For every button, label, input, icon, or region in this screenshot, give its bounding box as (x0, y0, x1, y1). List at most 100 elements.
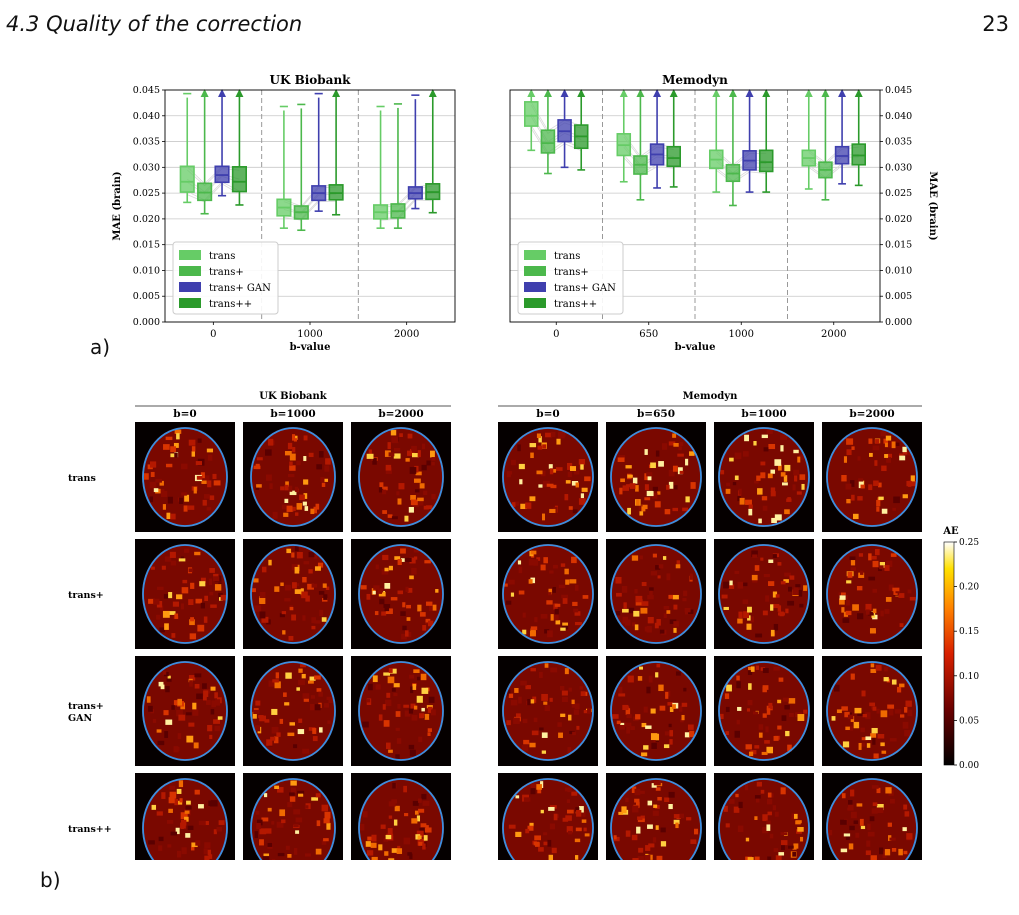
error-pixel (637, 676, 643, 681)
error-pixel (159, 480, 164, 486)
error-pixel (843, 456, 848, 463)
error-pixel (687, 724, 694, 730)
error-pixel (763, 573, 770, 578)
outlier-arrow (653, 89, 662, 97)
error-pixel (166, 678, 172, 682)
error-pixel (786, 498, 792, 502)
error-pixel (750, 616, 755, 623)
y-tick-label: 0.015 (133, 240, 160, 251)
error-pixel (778, 677, 784, 682)
error-pixel (213, 829, 217, 835)
error-pixel (214, 699, 221, 706)
error-pixel (411, 818, 418, 824)
error-pixel (664, 797, 670, 802)
error-pixel (877, 734, 885, 739)
error-pixel (874, 549, 880, 556)
error-pixel (192, 709, 199, 716)
error-pixel (388, 858, 395, 860)
error-pixel (628, 607, 635, 614)
error-pixel (193, 742, 199, 749)
error-pixel (421, 687, 429, 694)
error-pixel (785, 730, 790, 737)
error-pixel (203, 494, 210, 499)
error-pixel (530, 788, 536, 795)
error-pixel (620, 478, 625, 483)
subject-line (187, 183, 240, 203)
error-pixel (303, 479, 309, 485)
error-pixel (170, 453, 177, 458)
error-pixel (799, 474, 806, 480)
error-pixel (378, 487, 383, 493)
error-pixel (646, 626, 652, 633)
error-pixel (657, 796, 662, 801)
error-pixel (775, 594, 780, 598)
error-pixel (404, 813, 409, 817)
error-pixel (406, 604, 411, 609)
brain-mask-contour (826, 661, 918, 761)
error-pixel (571, 699, 575, 705)
x-tick-label: 2000 (821, 329, 846, 340)
error-pixel (384, 450, 391, 457)
error-pixel (294, 589, 302, 594)
legend-swatch (179, 250, 201, 260)
error-pixel (412, 683, 417, 690)
error-map-cell (351, 656, 451, 766)
legend-label: trans+ GAN (554, 283, 616, 294)
error-pixel (784, 464, 791, 472)
error-pixel (690, 839, 697, 844)
error-pixel (421, 443, 426, 450)
error-pixel (164, 623, 169, 630)
error-pixel (626, 726, 631, 734)
error-pixel (870, 855, 877, 860)
error-pixel (415, 471, 422, 476)
error-pixel (191, 846, 195, 851)
error-pixel (176, 433, 180, 440)
error-pixel (672, 704, 676, 709)
error-pixel (427, 620, 434, 627)
colorbar-tick-label: 0.00 (959, 761, 979, 771)
error-pixel (633, 610, 640, 617)
error-pixel (190, 582, 195, 589)
error-pixel (555, 467, 563, 471)
error-pixel (514, 501, 520, 506)
error-pixel (632, 477, 638, 484)
error-pixel (871, 785, 879, 789)
error-pixel (274, 681, 281, 689)
error-pixel (321, 482, 326, 487)
x-axis-label: b-value (290, 342, 331, 353)
error-pixel (547, 630, 553, 638)
error-pixel (422, 843, 426, 850)
legend-swatch (179, 266, 201, 276)
error-pixel (275, 672, 279, 679)
error-pixel (431, 493, 436, 500)
error-pixel (381, 611, 387, 616)
error-pixel (685, 458, 689, 466)
error-pixel (271, 708, 278, 715)
error-pixel (511, 502, 516, 508)
error-pixel (151, 566, 155, 570)
error-pixel (291, 614, 297, 621)
error-pixel (557, 432, 565, 439)
error-pixel (683, 590, 688, 597)
error-pixel (365, 841, 371, 847)
error-pixel (904, 729, 911, 737)
error-pixel (641, 506, 646, 512)
error-pixel (389, 668, 397, 674)
error-pixel (207, 454, 213, 461)
error-pixel (314, 566, 321, 571)
outlier-arrow (762, 89, 771, 97)
error-pixel (363, 811, 368, 818)
error-pixel (183, 505, 188, 512)
subject-line (530, 105, 582, 134)
error-pixel (849, 726, 854, 731)
error-pixel (736, 681, 741, 689)
brain-region (502, 427, 594, 527)
error-pixel (283, 692, 287, 697)
column-header: b=0 (536, 408, 559, 420)
error-pixel (168, 808, 173, 813)
error-pixel (175, 827, 180, 835)
error-pixel (536, 557, 541, 561)
brain-mask-contour (358, 427, 444, 527)
error-pixel (762, 668, 769, 674)
